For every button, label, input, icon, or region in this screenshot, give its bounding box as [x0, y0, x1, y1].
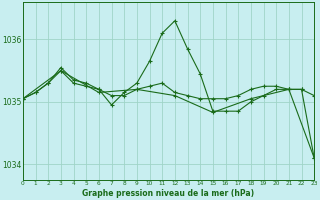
- X-axis label: Graphe pression niveau de la mer (hPa): Graphe pression niveau de la mer (hPa): [83, 189, 255, 198]
